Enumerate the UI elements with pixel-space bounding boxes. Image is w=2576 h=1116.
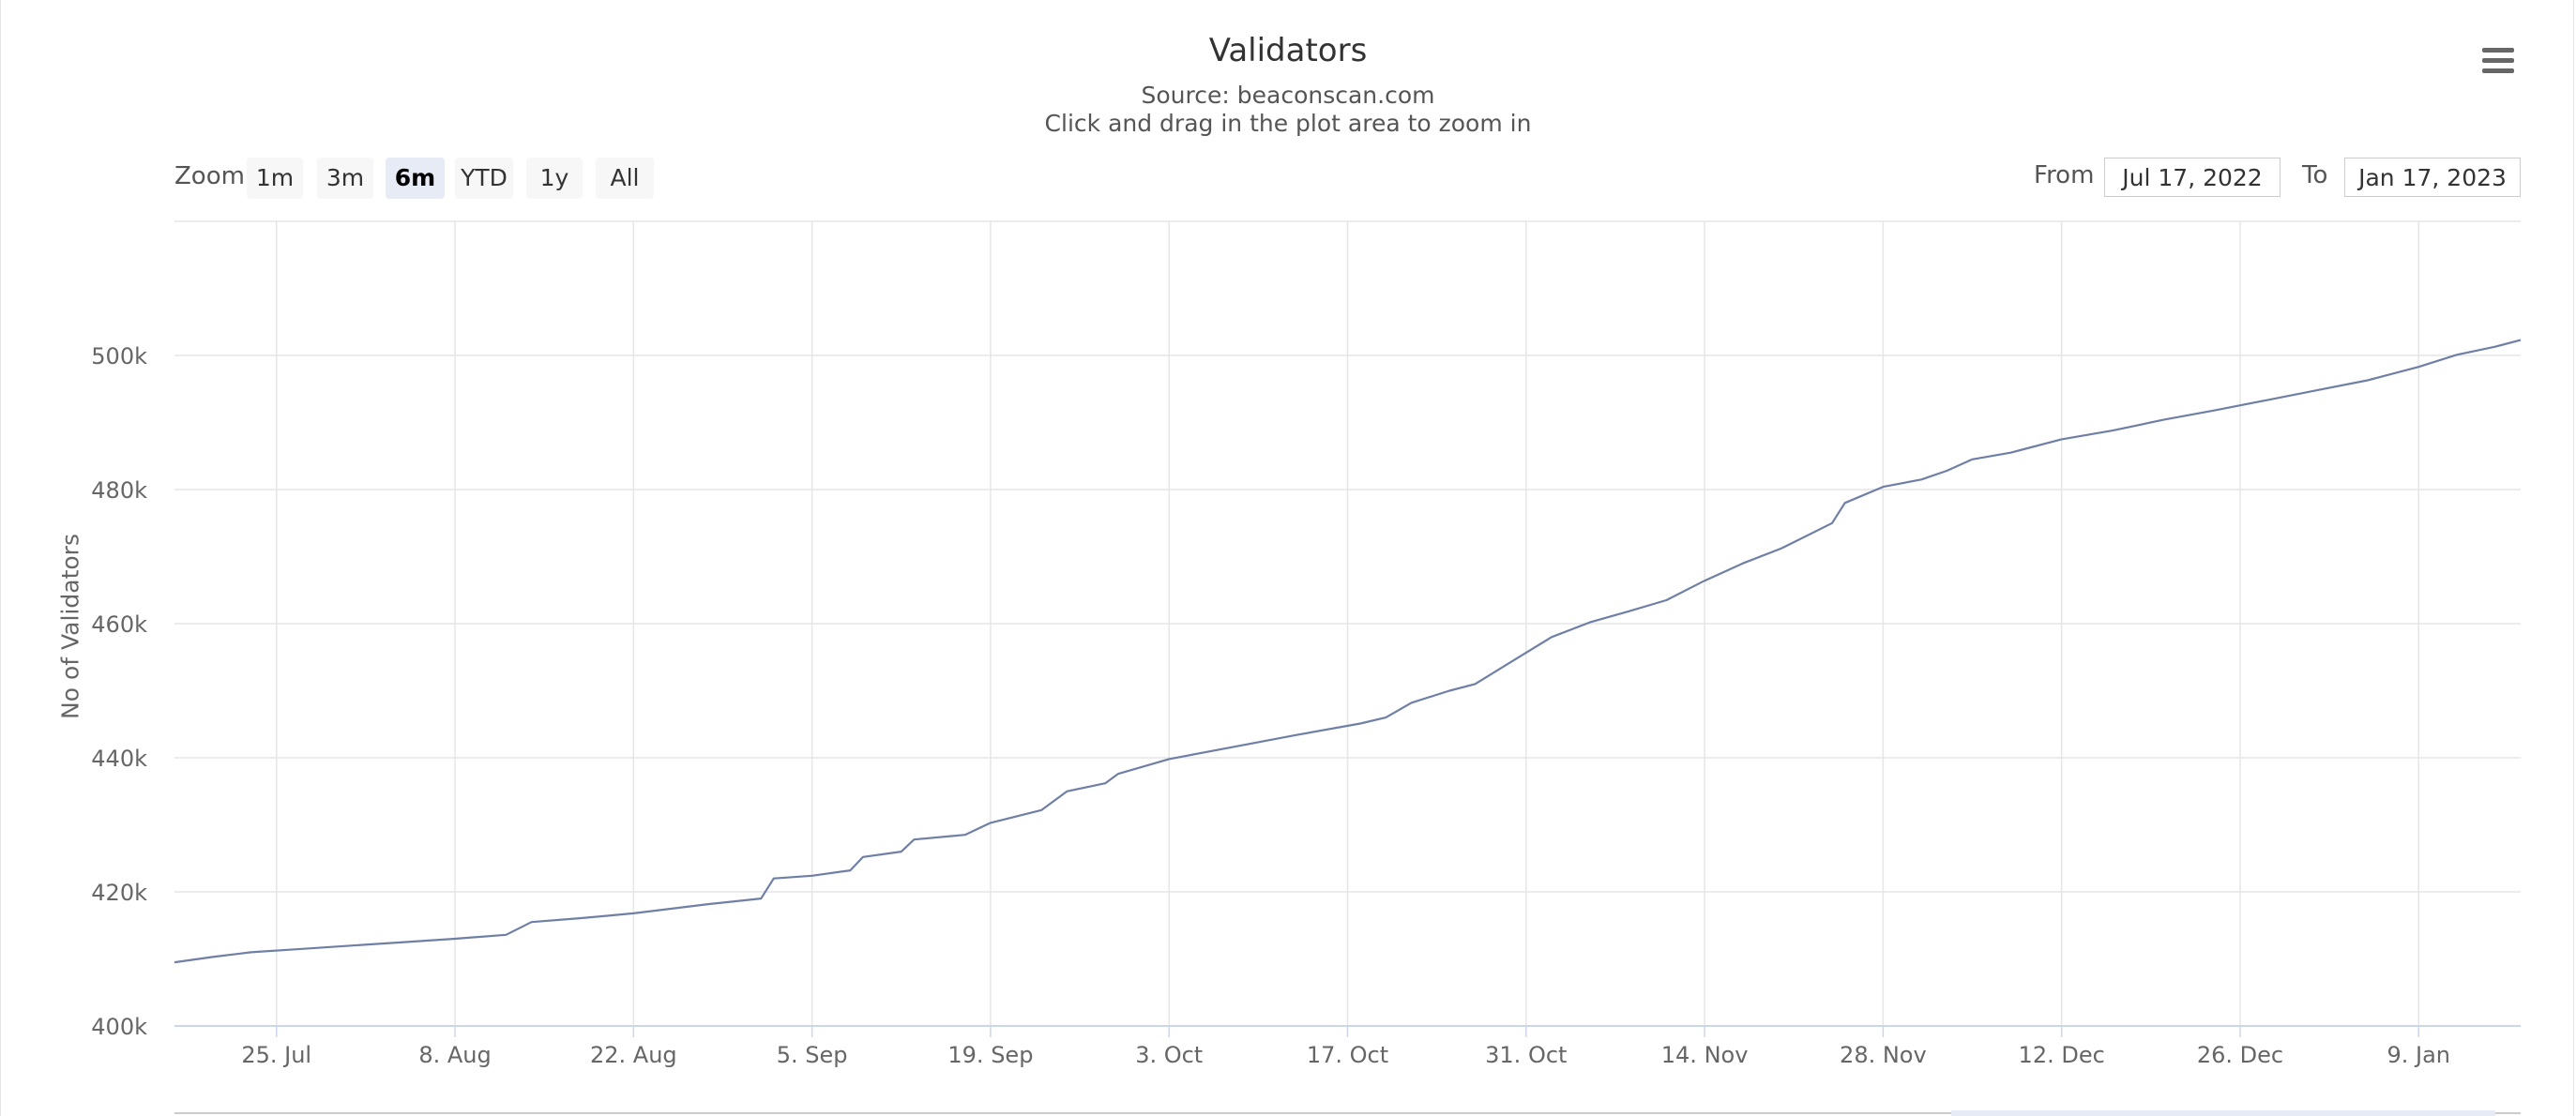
zoom-label: Zoom — [174, 162, 245, 190]
x-tick-label: 28. Nov — [1840, 1042, 1927, 1068]
x-tick-label: 9. Jan — [2387, 1042, 2450, 1068]
to-date-input[interactable]: Jan 17, 2023 — [2344, 158, 2521, 197]
chart-subtitle-hint: Click and drag in the plot area to zoom … — [1044, 110, 1532, 137]
y-tick-label: 500k — [91, 343, 147, 369]
x-tick-label: 22. Aug — [590, 1042, 677, 1068]
from-label: From — [2034, 161, 2095, 189]
x-tick-label: 25. Jul — [241, 1042, 311, 1068]
x-tick-label: 17. Oct — [1307, 1042, 1388, 1068]
zoom-button-1m[interactable]: 1m — [247, 158, 303, 199]
zoom-button-3m[interactable]: 3m — [317, 158, 373, 199]
chart-title: Validators — [1208, 32, 1368, 69]
y-tick-label: 420k — [91, 880, 147, 906]
zoom-button-ytd[interactable]: YTD — [455, 158, 513, 199]
to-label: To — [2302, 161, 2328, 189]
hamburger-menu-icon[interactable] — [2480, 45, 2516, 77]
y-tick-label: 400k — [91, 1014, 147, 1040]
zoom-button-6m[interactable]: 6m — [386, 158, 445, 199]
y-tick-label: 480k — [91, 477, 147, 504]
x-tick-label: 12. Dec — [2019, 1042, 2105, 1068]
x-tick-label: 19. Sep — [947, 1042, 1033, 1068]
x-tick-label: 5. Sep — [777, 1042, 848, 1068]
y-tick-label: 440k — [91, 746, 147, 772]
navigator-selection — [1951, 1110, 2495, 1116]
x-tick-label: 26. Dec — [2197, 1042, 2283, 1068]
x-tick-label: 3. Oct — [1135, 1042, 1203, 1068]
x-tick-label: 8. Aug — [418, 1042, 491, 1068]
series-line — [174, 339, 2522, 964]
from-date-input[interactable]: Jul 17, 2022 — [2104, 158, 2281, 197]
zoom-button-all[interactable]: All — [596, 158, 654, 199]
zoom-button-1y[interactable]: 1y — [526, 158, 583, 199]
x-tick-label: 14. Nov — [1661, 1042, 1749, 1068]
x-tick-label: 31. Oct — [1485, 1042, 1567, 1068]
chart-subtitle-source: Source: beaconscan.com — [1141, 82, 1435, 109]
y-tick-label: 460k — [91, 611, 147, 638]
